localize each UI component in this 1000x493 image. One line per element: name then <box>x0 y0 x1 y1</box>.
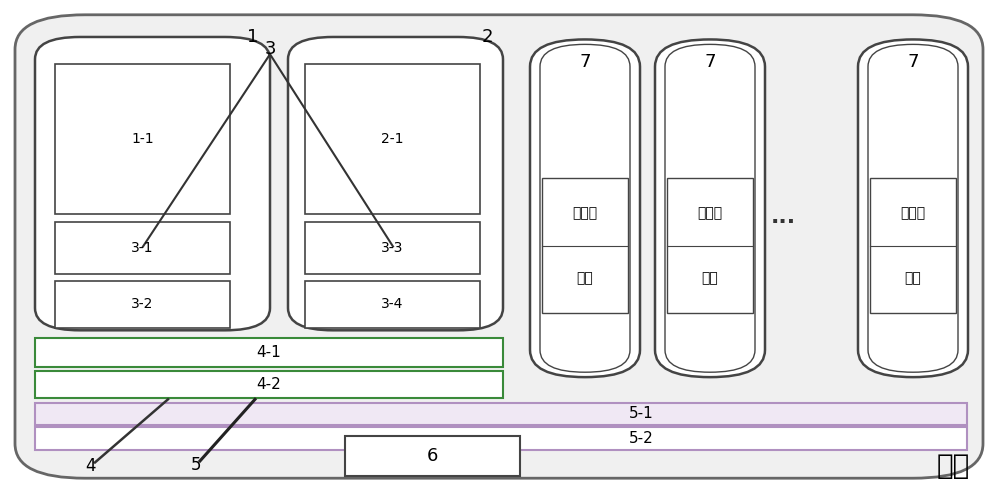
Bar <box>345 436 520 476</box>
Bar <box>55 222 230 274</box>
FancyBboxPatch shape <box>665 44 755 372</box>
Text: 3-2: 3-2 <box>131 297 154 312</box>
FancyBboxPatch shape <box>540 44 630 372</box>
Text: 1-1: 1-1 <box>131 132 154 146</box>
Bar <box>35 338 503 367</box>
Text: 3: 3 <box>264 40 276 58</box>
FancyBboxPatch shape <box>288 37 503 330</box>
Bar <box>55 281 230 328</box>
Bar <box>305 222 480 274</box>
Text: 5: 5 <box>191 456 201 474</box>
Bar <box>305 281 480 328</box>
FancyBboxPatch shape <box>858 39 968 377</box>
Text: 2-1: 2-1 <box>381 132 404 146</box>
Text: 7: 7 <box>579 53 591 70</box>
Bar <box>870 178 956 313</box>
FancyBboxPatch shape <box>35 37 270 330</box>
Text: 4-1: 4-1 <box>257 345 281 360</box>
FancyBboxPatch shape <box>530 39 640 377</box>
Text: 7: 7 <box>704 53 716 70</box>
Text: 光开关: 光开关 <box>697 206 723 220</box>
Bar <box>35 427 967 450</box>
Text: ···: ··· <box>770 212 796 232</box>
FancyBboxPatch shape <box>868 44 958 372</box>
Bar <box>667 178 753 313</box>
Text: 4-2: 4-2 <box>257 377 281 392</box>
Text: 6: 6 <box>427 447 438 465</box>
Text: 1: 1 <box>247 28 259 46</box>
Text: 光纤: 光纤 <box>577 271 593 285</box>
Text: 光开关: 光开关 <box>900 206 926 220</box>
FancyBboxPatch shape <box>15 15 983 478</box>
Text: 3-1: 3-1 <box>131 241 154 255</box>
Text: 7: 7 <box>907 53 919 70</box>
Text: 3-3: 3-3 <box>381 241 404 255</box>
Bar <box>55 64 230 214</box>
Bar <box>35 371 503 398</box>
Bar <box>305 64 480 214</box>
Bar <box>35 403 967 425</box>
Bar <box>542 178 628 313</box>
Text: 3-4: 3-4 <box>381 297 404 312</box>
FancyBboxPatch shape <box>655 39 765 377</box>
Text: 光开关: 光开关 <box>572 206 598 220</box>
Text: 光纤: 光纤 <box>702 271 718 285</box>
Text: 5-2: 5-2 <box>628 431 653 446</box>
Text: 光纤: 光纤 <box>905 271 921 285</box>
Text: 5-1: 5-1 <box>628 406 653 422</box>
Text: 4: 4 <box>85 457 95 475</box>
Text: 2: 2 <box>481 28 493 46</box>
Text: 箱体: 箱体 <box>937 452 970 480</box>
